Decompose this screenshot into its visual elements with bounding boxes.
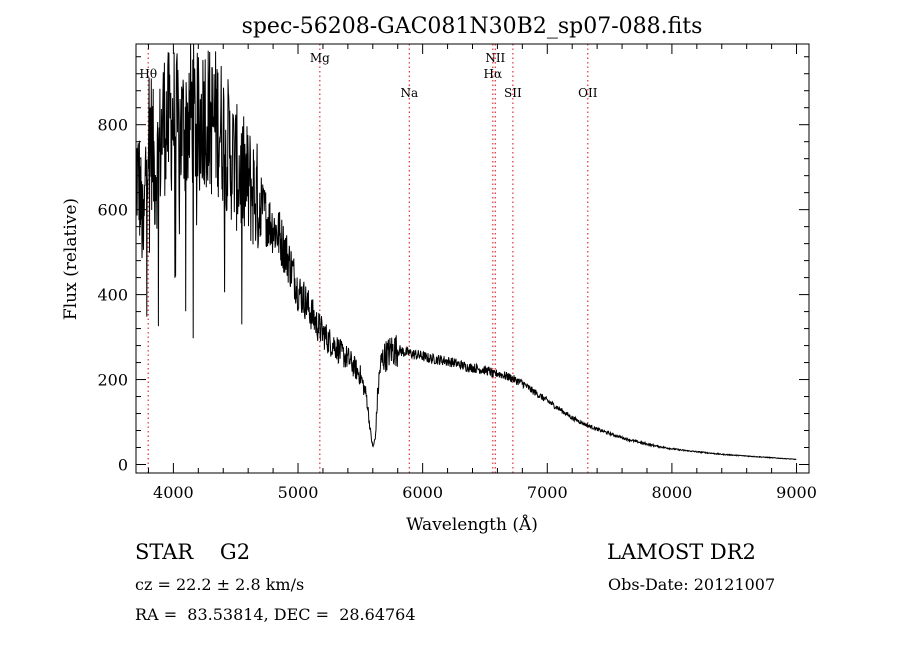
x-axis-label: Wavelength (Å) [406,514,538,535]
x-tick-label: 6000 [402,483,443,502]
x-tick-label: 7000 [527,483,568,502]
line-label-Hθ: Hθ [139,67,157,81]
line-label-OII: OII [578,86,598,100]
y-tick-label: 200 [97,371,128,390]
y-tick-label: 800 [97,116,128,135]
x-tick-label: 9000 [776,483,817,502]
x-tick-label: 5000 [278,483,319,502]
obs-date-label: Obs-Date: 20121007 [608,575,776,594]
line-label-SII: SII [504,86,522,100]
survey-label: LAMOST DR2 [607,540,756,564]
object-class-label: STAR G2 [135,540,251,564]
line-label-Mg: Mg [310,51,330,65]
line-label-NII: NII [485,51,505,65]
y-tick-label: 400 [97,286,128,305]
redshift-label: cz = 22.2 ± 2.8 km/s [135,575,305,594]
line-label-Hα: Hα [484,67,503,81]
spectrum-line [136,44,797,461]
y-axis-label: Flux (relative) [61,198,81,320]
coordinates-label: RA = 83.53814, DEC = 28.64764 [135,605,416,624]
x-tick-label: 8000 [652,483,693,502]
line-label-Na: Na [400,86,418,100]
chart-title: spec-56208-GAC081N30B2_sp07-088.fits [242,14,703,39]
y-tick-label: 0 [118,456,128,475]
y-tick-label: 600 [97,201,128,220]
x-tick-label: 4000 [153,483,194,502]
